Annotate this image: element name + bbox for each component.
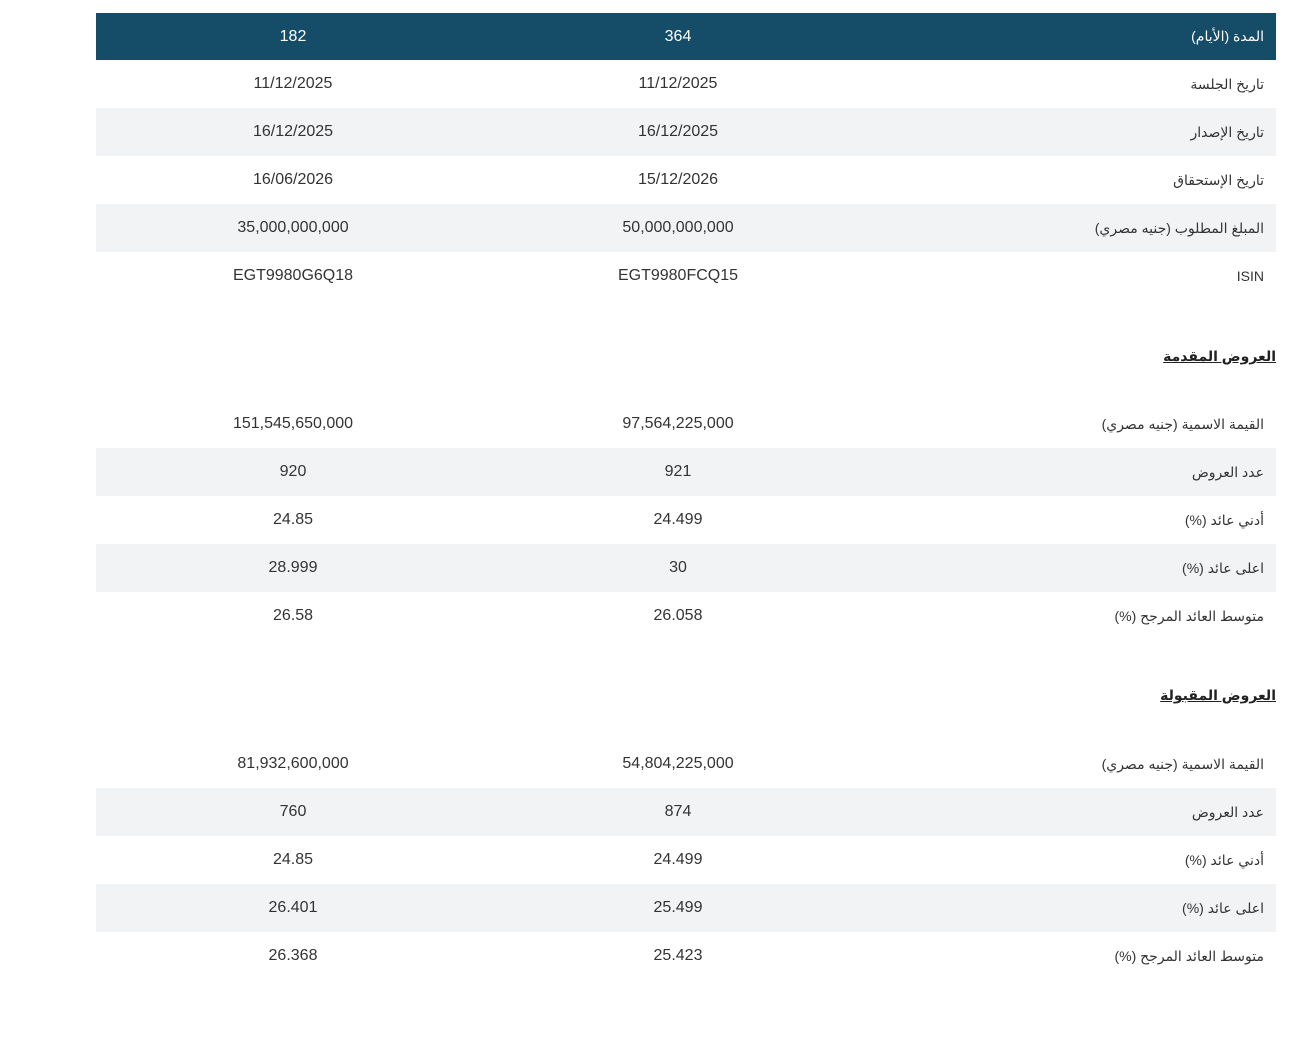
table-row: متوسط العائد المرجح (%) 25.423 26.368 (96, 932, 1276, 980)
table-row: تاريخ الإصدار 16/12/2025 16/12/2025 (96, 108, 1276, 156)
duration-182-value: 182 (96, 13, 490, 60)
row-value: 26.401 (96, 884, 490, 932)
row-value: 26.368 (268, 947, 318, 964)
row-value: 24.85 (272, 511, 314, 528)
row-label: اعلى عائد (%) (866, 544, 1276, 592)
row-label: عدد العروض (866, 788, 1276, 836)
row-value: 921 (490, 448, 866, 496)
row-value: EGT9980G6Q18 (232, 267, 354, 284)
row-label: أدني عائد (%) (1184, 511, 1264, 528)
row-value: 16/12/2025 (96, 108, 490, 156)
table-row: تاريخ الإستحقاق 15/12/2026 16/06/2026 (96, 156, 1276, 204)
submitted-bids-title: العروض المقدمة (1163, 348, 1276, 364)
results-container: المدة (الأيام) 364 182 تاريخ الجلسة 11/1… (96, 13, 1276, 980)
row-value: 54,804,225,000 (622, 755, 734, 772)
row-value: 24.499 (653, 511, 703, 528)
table-row: القيمة الاسمية (جنيه مصري) 97,564,225,00… (96, 400, 1276, 448)
row-label: متوسط العائد المرجح (%) (1114, 607, 1264, 624)
table-row: تاريخ الجلسة 11/12/2025 11/12/2025 (96, 60, 1276, 108)
table-header-row: المدة (الأيام) 364 182 (96, 13, 1276, 60)
row-label: ISIN (1236, 268, 1264, 284)
row-value: 26.058 (653, 607, 703, 624)
row-value: 11/12/2025 (638, 75, 718, 92)
accepted-bids-heading: العروض المقبولة (96, 640, 1276, 740)
table-row: المبلغ المطلوب (جنيه مصري) 50,000,000,00… (96, 204, 1276, 252)
table-row: اعلى عائد (%) 25.499 26.401 (96, 884, 1276, 932)
row-label: القيمة الاسمية (جنيه مصري) (1101, 755, 1264, 772)
table-row: اعلى عائد (%) 30 28.999 (96, 544, 1276, 592)
row-value: 26.58 (272, 607, 314, 624)
row-value: 25.499 (490, 884, 866, 932)
row-value: EGT9980FCQ15 (617, 267, 739, 284)
submitted-bids-table: القيمة الاسمية (جنيه مصري) 97,564,225,00… (96, 400, 1276, 640)
row-value: 151,545,650,000 (232, 415, 354, 432)
table-row: متوسط العائد المرجح (%) 26.058 26.58 (96, 592, 1276, 640)
submitted-bids-heading: العروض المقدمة (96, 300, 1276, 400)
auction-details-table: المدة (الأيام) 364 182 تاريخ الجلسة 11/1… (96, 13, 1276, 300)
row-label: المبلغ المطلوب (جنيه مصري) (866, 204, 1276, 252)
table-row: القيمة الاسمية (جنيه مصري) 54,804,225,00… (96, 740, 1276, 788)
row-label: القيمة الاسمية (جنيه مصري) (1101, 415, 1264, 432)
row-value: 760 (96, 788, 490, 836)
row-value: 920 (96, 448, 490, 496)
row-value: 35,000,000,000 (96, 204, 490, 252)
table-row: أدني عائد (%) 24.499 24.85 (96, 836, 1276, 884)
table-row: عدد العروض 921 920 (96, 448, 1276, 496)
row-value: 11/12/2025 (253, 75, 333, 92)
row-value: 28.999 (96, 544, 490, 592)
row-value: 25.423 (653, 947, 703, 964)
row-value: 30 (490, 544, 866, 592)
row-label: تاريخ الإستحقاق (1173, 171, 1264, 188)
table-row: أدني عائد (%) 24.499 24.85 (96, 496, 1276, 544)
row-value: 24.499 (653, 851, 703, 868)
row-value: 874 (490, 788, 866, 836)
row-value: 50,000,000,000 (490, 204, 866, 252)
row-label: أدني عائد (%) (1184, 851, 1264, 868)
row-label: متوسط العائد المرجح (%) (1114, 947, 1264, 964)
table-row: ISIN EGT9980FCQ15 EGT9980G6Q18 (96, 252, 1276, 300)
duration-364-value: 364 (490, 13, 866, 60)
row-value: 16/12/2025 (490, 108, 866, 156)
row-label: عدد العروض (866, 448, 1276, 496)
row-value: 81,932,600,000 (237, 755, 349, 772)
row-value: 97,564,225,000 (622, 415, 734, 432)
row-value: 15/12/2026 (637, 171, 719, 188)
row-label: تاريخ الإصدار (866, 108, 1276, 156)
table-row: عدد العروض 874 760 (96, 788, 1276, 836)
row-label: اعلى عائد (%) (866, 884, 1276, 932)
accepted-bids-table: القيمة الاسمية (جنيه مصري) 54,804,225,00… (96, 740, 1276, 980)
duration-days-label: المدة (الأيام) (866, 13, 1276, 60)
row-value: 24.85 (272, 851, 314, 868)
accepted-bids-title: العروض المقبولة (1160, 687, 1276, 703)
row-label: تاريخ الجلسة (1190, 75, 1264, 92)
row-value: 16/06/2026 (252, 171, 334, 188)
